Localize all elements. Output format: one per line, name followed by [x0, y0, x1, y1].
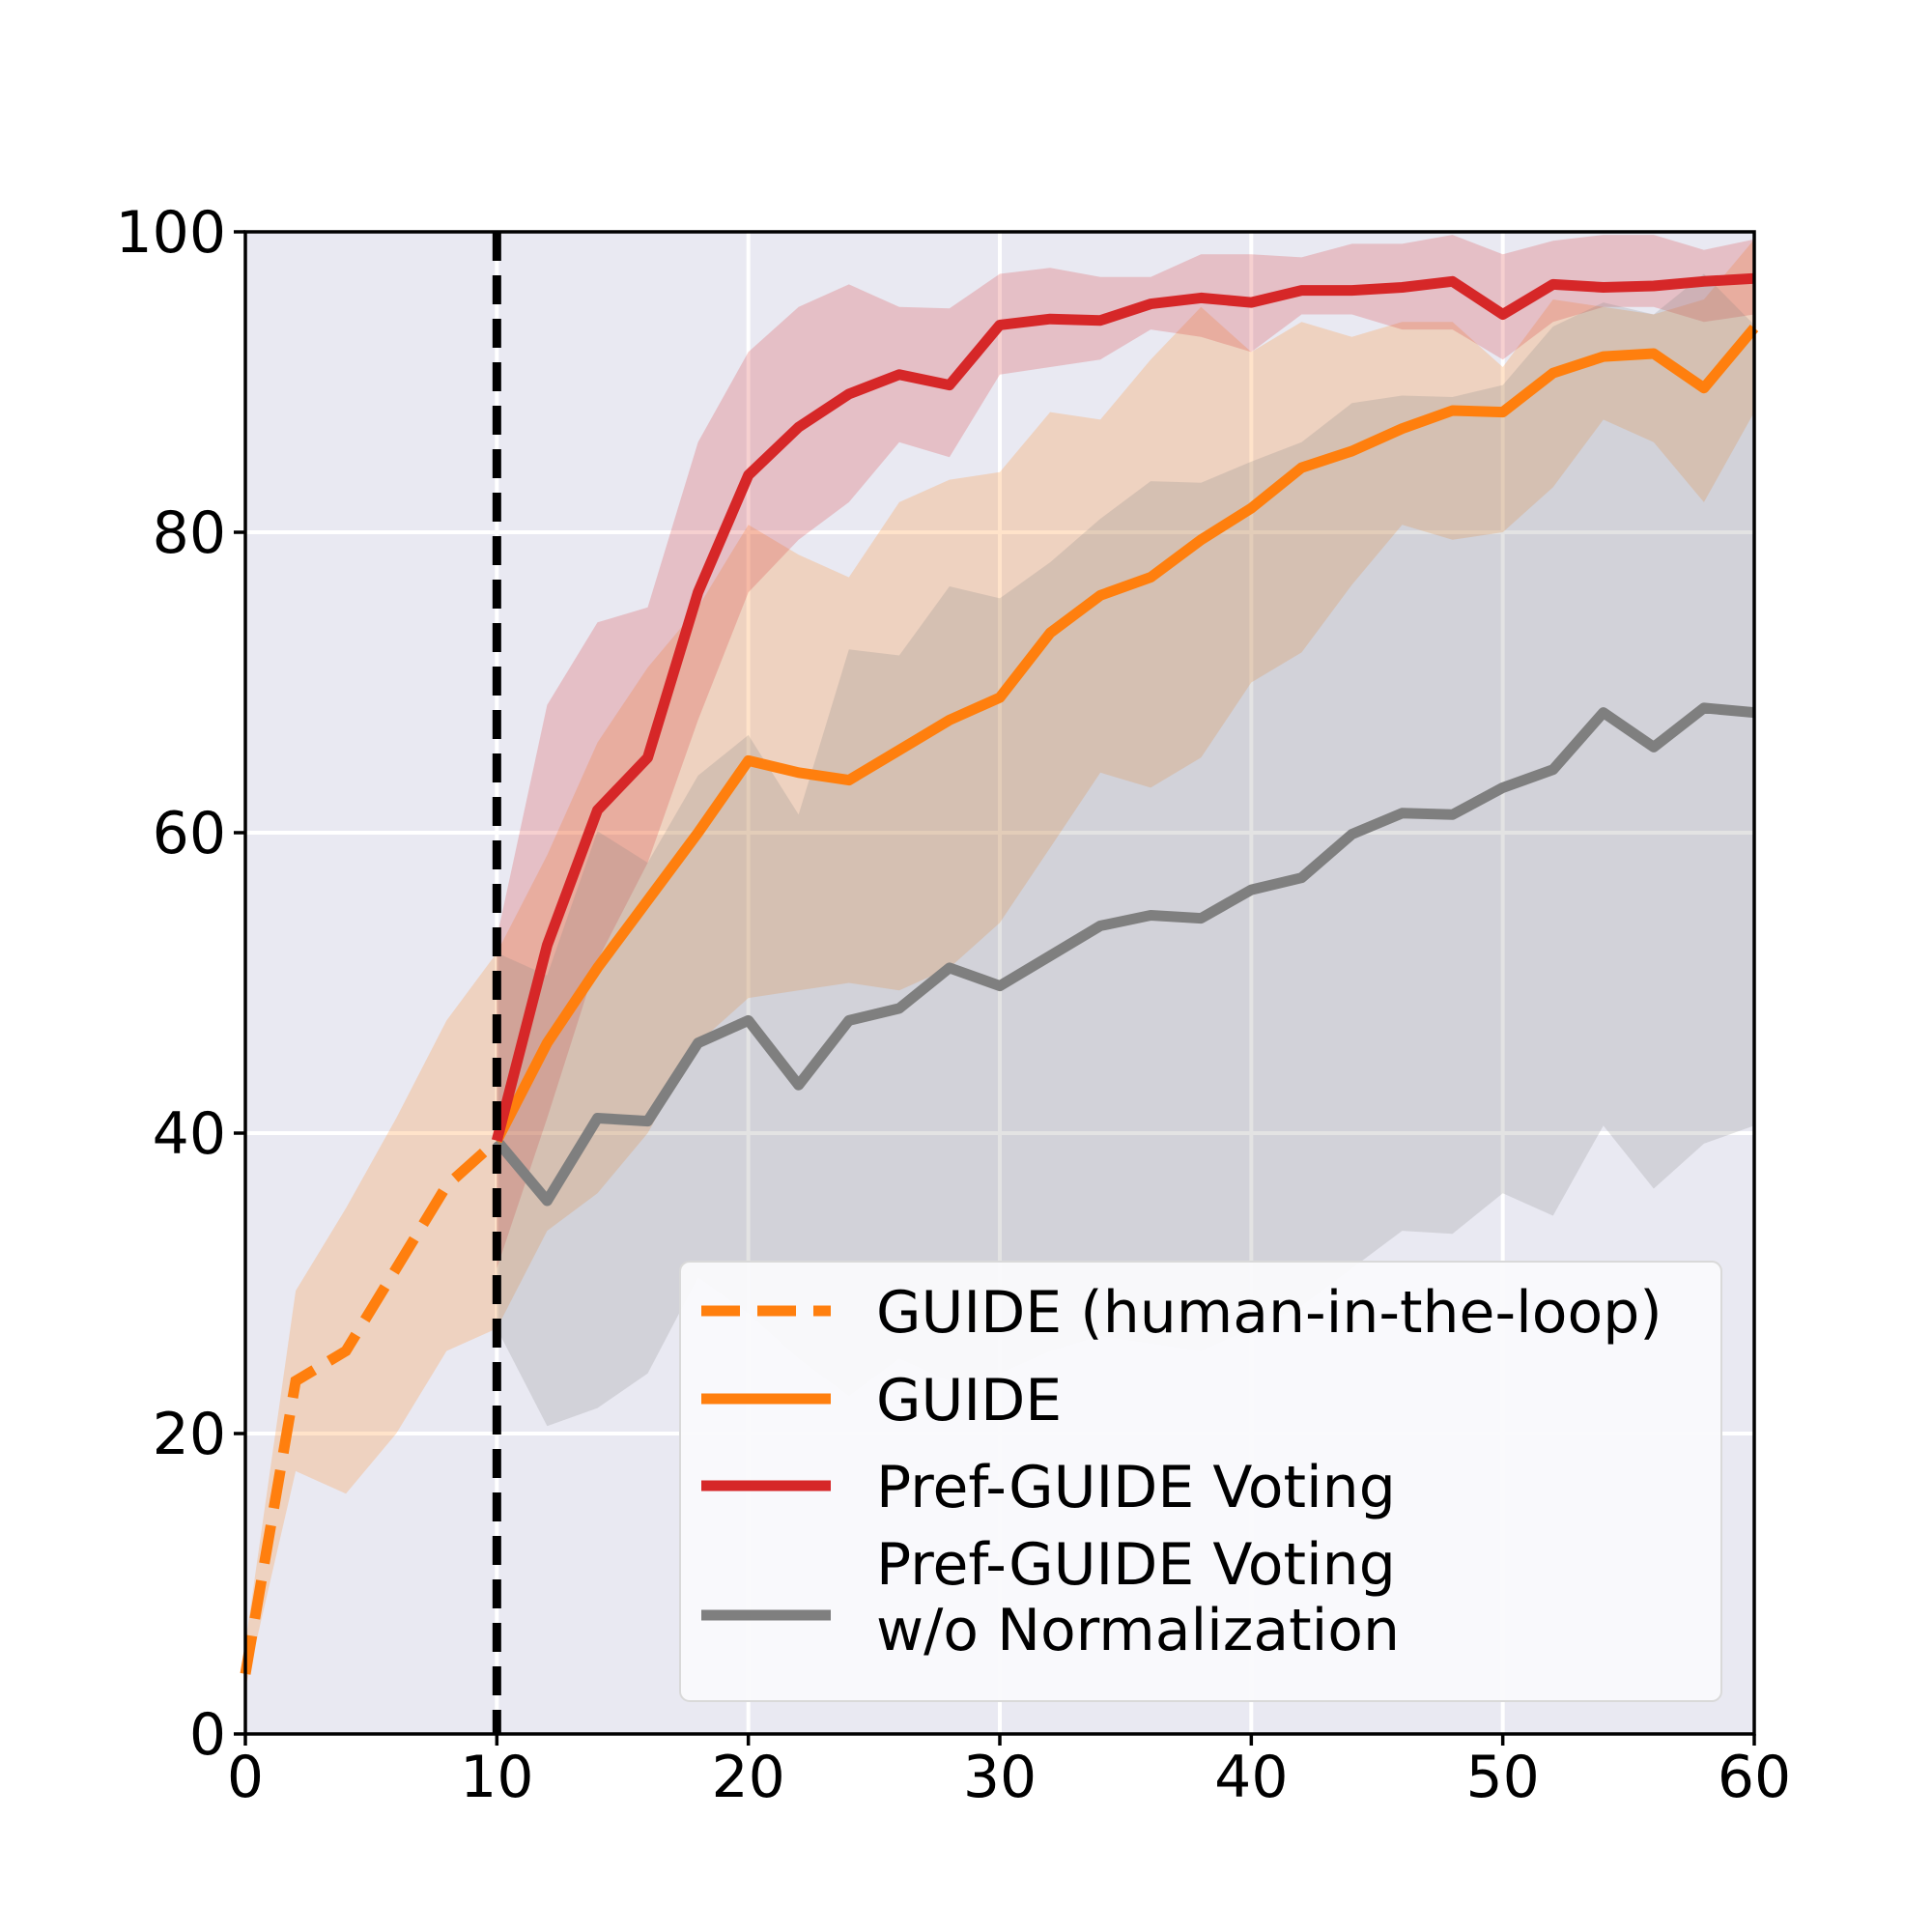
x-tick-label: 40	[1214, 1744, 1288, 1811]
x-tick-label: 20	[711, 1744, 784, 1811]
series-line	[492, 324, 1759, 1144]
y-tick-label: 60	[153, 800, 226, 867]
y-tick-label: 80	[153, 499, 226, 567]
y-tick-label: 20	[153, 1401, 226, 1468]
x-tick-label: 0	[227, 1744, 264, 1811]
x-tick-label: 30	[963, 1744, 1037, 1811]
legend-box	[679, 1261, 1722, 1702]
series-line	[240, 1136, 500, 1675]
x-tick-label: 60	[1718, 1744, 1791, 1811]
confidence-band	[497, 273, 1754, 1427]
confidence-bands	[245, 235, 1754, 1690]
y-tick-label: 100	[115, 199, 226, 267]
series-line	[493, 702, 1755, 1207]
y-tick-label: 40	[153, 1100, 226, 1168]
series-lines	[240, 272, 1759, 1675]
legend-label: Pref-GUIDE Voting	[876, 1454, 1396, 1521]
confidence-band	[497, 239, 1754, 1329]
y-tick-label: 0	[189, 1701, 226, 1769]
axis-ticks: 0 10 20 30 40 50 60 0 20 40 60 80 100	[115, 199, 1791, 1811]
confidence-band	[245, 952, 497, 1690]
legend-label: Pref-GUIDE Voting w/o Normalization	[876, 1531, 1400, 1664]
x-tick-label: 50	[1465, 1744, 1539, 1811]
legend-label: GUIDE	[876, 1367, 1062, 1435]
confidence-band	[497, 235, 1754, 1269]
series-line	[491, 272, 1755, 1143]
legend: GUIDE (human-in-the-loop) GUIDE Pref-GUIDE…	[679, 1261, 1722, 1702]
x-tick-label: 10	[460, 1744, 533, 1811]
legend-label: GUIDE (human-in-the-loop)	[876, 1279, 1662, 1347]
